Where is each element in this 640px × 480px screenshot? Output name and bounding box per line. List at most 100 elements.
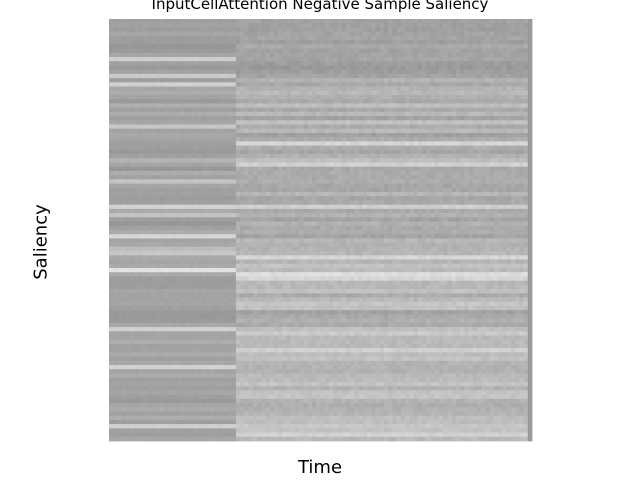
heatmap-cell bbox=[163, 128, 169, 134]
heatmap-cell bbox=[307, 162, 313, 168]
heatmap-cell bbox=[273, 158, 279, 163]
heatmap-cell bbox=[502, 179, 508, 184]
heatmap-cell bbox=[502, 204, 508, 210]
heatmap-cell bbox=[159, 111, 165, 117]
heatmap-cell bbox=[142, 204, 148, 210]
heatmap-cell bbox=[392, 192, 398, 197]
heatmap-cell bbox=[257, 27, 262, 33]
heatmap-cell bbox=[299, 166, 304, 172]
heatmap-cell bbox=[367, 120, 372, 125]
heatmap-cell bbox=[341, 124, 347, 130]
heatmap-cell bbox=[295, 61, 300, 66]
heatmap-cell bbox=[333, 116, 338, 121]
heatmap-cell bbox=[455, 61, 461, 66]
heatmap-cell bbox=[422, 120, 427, 125]
heatmap-cell bbox=[472, 124, 478, 130]
heatmap-cell bbox=[269, 170, 275, 176]
heatmap-cell bbox=[180, 170, 186, 176]
heatmap-cell bbox=[134, 200, 140, 206]
heatmap-cell bbox=[413, 141, 419, 146]
heatmap-cell bbox=[451, 128, 457, 134]
heatmap-cell bbox=[159, 107, 165, 113]
heatmap-cell bbox=[468, 196, 474, 201]
heatmap-cell bbox=[252, 217, 258, 222]
heatmap-cell bbox=[498, 90, 503, 96]
heatmap-cell bbox=[345, 90, 351, 96]
heatmap-cell bbox=[367, 52, 372, 58]
heatmap-cell bbox=[180, 145, 186, 151]
heatmap-cell bbox=[371, 196, 376, 201]
heatmap-cell bbox=[235, 61, 241, 66]
heatmap-cell bbox=[341, 175, 347, 180]
heatmap-cell bbox=[151, 27, 156, 33]
heatmap-cell bbox=[472, 69, 478, 75]
heatmap-cell bbox=[354, 149, 359, 155]
heatmap-cell bbox=[180, 82, 186, 87]
heatmap-cell bbox=[257, 86, 262, 92]
heatmap-cell bbox=[443, 128, 448, 134]
heatmap-cell bbox=[417, 48, 423, 54]
heatmap-cell bbox=[290, 170, 296, 176]
heatmap-cell bbox=[367, 154, 372, 159]
heatmap-cell bbox=[481, 213, 486, 218]
heatmap-cell bbox=[109, 40, 114, 45]
heatmap-cell bbox=[282, 48, 288, 54]
heatmap-cell bbox=[231, 217, 237, 222]
heatmap-cell bbox=[142, 35, 148, 41]
heatmap-cell bbox=[362, 166, 368, 172]
heatmap-cell bbox=[413, 40, 419, 45]
heatmap-cell bbox=[269, 44, 275, 49]
heatmap-cell bbox=[426, 73, 431, 79]
heatmap-cell bbox=[299, 149, 304, 155]
heatmap-cell bbox=[210, 73, 216, 79]
heatmap-cell bbox=[324, 179, 330, 184]
heatmap-cell bbox=[527, 19, 533, 24]
heatmap-cell bbox=[481, 175, 486, 180]
heatmap-cell bbox=[303, 90, 309, 96]
heatmap-cell bbox=[320, 154, 326, 159]
heatmap-cell bbox=[477, 200, 482, 206]
heatmap-cell bbox=[434, 48, 440, 54]
heatmap-cell bbox=[252, 158, 258, 163]
heatmap-cell bbox=[447, 162, 453, 168]
heatmap-cell bbox=[159, 73, 165, 79]
heatmap-cell bbox=[515, 35, 520, 41]
heatmap-cell bbox=[350, 40, 355, 45]
heatmap-cell bbox=[244, 175, 249, 180]
heatmap-cell bbox=[527, 86, 533, 92]
heatmap-cell bbox=[248, 78, 254, 83]
heatmap-cell bbox=[460, 27, 465, 33]
heatmap-cell bbox=[392, 175, 398, 180]
heatmap-cell bbox=[510, 69, 516, 75]
heatmap-cell bbox=[189, 221, 194, 227]
heatmap-cell bbox=[295, 44, 300, 49]
heatmap-cell bbox=[502, 196, 508, 201]
heatmap-cell bbox=[261, 78, 266, 83]
heatmap-cell bbox=[405, 162, 410, 168]
heatmap-cell bbox=[295, 183, 300, 189]
heatmap-cell bbox=[265, 90, 271, 96]
heatmap-cell bbox=[307, 149, 313, 155]
heatmap-cell bbox=[328, 73, 334, 79]
heatmap-cell bbox=[142, 217, 148, 222]
heatmap-cell bbox=[388, 99, 393, 104]
heatmap-cell bbox=[189, 73, 194, 79]
heatmap-cell bbox=[223, 19, 228, 24]
heatmap-cell bbox=[214, 99, 220, 104]
heatmap-cell bbox=[485, 192, 491, 197]
heatmap-cell bbox=[163, 166, 169, 172]
heatmap-cell bbox=[180, 132, 186, 138]
heatmap-cell bbox=[303, 61, 309, 66]
heatmap-cell bbox=[405, 141, 410, 146]
heatmap-cell bbox=[493, 187, 499, 193]
heatmap-cell bbox=[244, 111, 249, 117]
heatmap-cell bbox=[134, 196, 140, 201]
heatmap-cell bbox=[451, 94, 457, 100]
heatmap-cell bbox=[299, 116, 304, 121]
heatmap-cell bbox=[163, 175, 169, 180]
heatmap-cell bbox=[206, 208, 211, 214]
heatmap-cell bbox=[400, 90, 406, 96]
heatmap-cell bbox=[290, 204, 296, 210]
heatmap-cell bbox=[240, 141, 245, 146]
heatmap-cell bbox=[417, 187, 423, 193]
